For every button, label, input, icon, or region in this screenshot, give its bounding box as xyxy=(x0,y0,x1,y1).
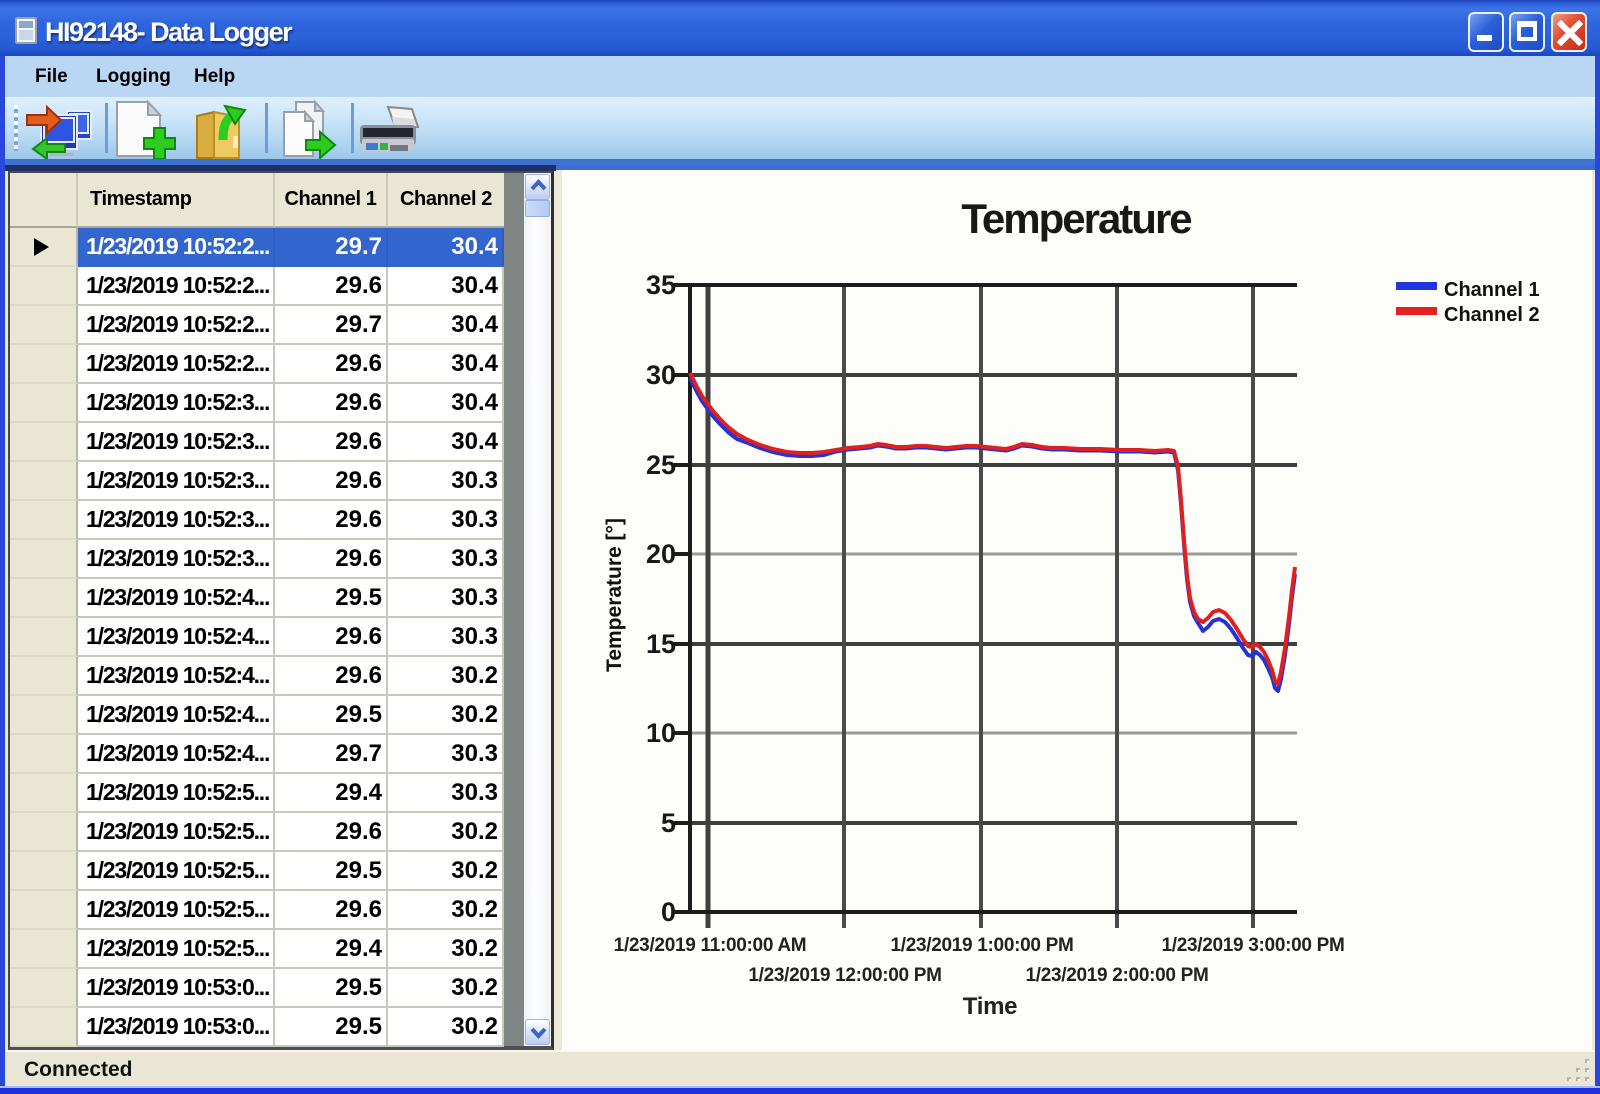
svg-text:5: 5 xyxy=(661,808,676,838)
svg-text:30: 30 xyxy=(646,360,676,390)
svg-text:25: 25 xyxy=(646,450,676,480)
svg-text:Channel 2: Channel 2 xyxy=(1444,304,1540,326)
svg-text:35: 35 xyxy=(646,270,676,300)
svg-text:1/23/2019 1:00:00 PM: 1/23/2019 1:00:00 PM xyxy=(890,935,1073,956)
svg-text:1/23/2019 11:00:00 AM: 1/23/2019 11:00:00 AM xyxy=(614,935,807,956)
svg-text:1/23/2019 12:00:00 PM: 1/23/2019 12:00:00 PM xyxy=(748,965,941,986)
svg-text:0: 0 xyxy=(661,897,676,927)
svg-text:Temperature [°]: Temperature [°] xyxy=(603,518,626,672)
svg-text:Temperature: Temperature xyxy=(961,195,1191,242)
svg-text:20: 20 xyxy=(646,539,676,569)
svg-text:15: 15 xyxy=(646,629,676,659)
svg-text:Time: Time xyxy=(963,993,1017,1020)
svg-text:1/23/2019 3:00:00 PM: 1/23/2019 3:00:00 PM xyxy=(1161,935,1344,956)
svg-text:10: 10 xyxy=(646,718,676,748)
svg-text:Channel 1: Channel 1 xyxy=(1444,279,1540,301)
svg-text:1/23/2019 2:00:00 PM: 1/23/2019 2:00:00 PM xyxy=(1025,965,1208,986)
